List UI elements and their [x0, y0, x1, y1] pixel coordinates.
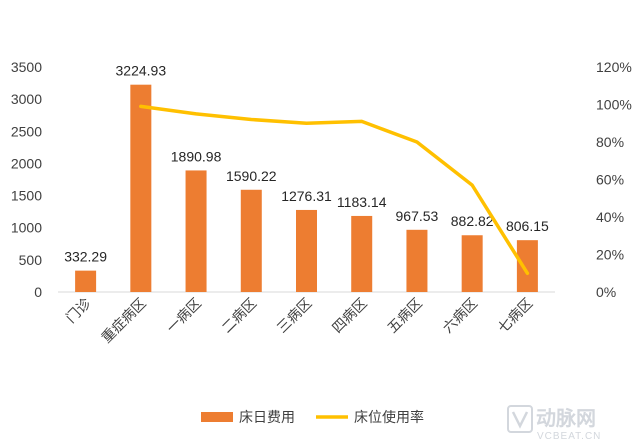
category-label: 四病区: [330, 296, 371, 337]
bar: [130, 84, 152, 292]
bar-data-label: 1890.98: [171, 148, 222, 164]
bar-data-label: 1183.14: [337, 194, 387, 210]
legend-label-line: 床位使用率: [354, 409, 424, 426]
bar: [351, 215, 373, 292]
line-series: [139, 104, 530, 275]
right-y-axis: 0% 20% 40% 60% 80% 100% 120%: [596, 59, 632, 300]
bar: [406, 229, 428, 292]
left-y-axis: 0 500 1000 1500 2000 2500 3000 3500: [11, 59, 42, 300]
category-label: 三病区: [274, 296, 315, 337]
bar-data-label: 806.15: [506, 218, 549, 234]
bar: [185, 170, 207, 292]
line-point: [194, 112, 198, 116]
left-tick-label: 500: [19, 252, 43, 268]
line-point: [139, 104, 143, 108]
watermark-subtext: VCBEAT.CN: [537, 431, 601, 442]
left-tick-label: 3500: [11, 59, 42, 75]
line-point: [525, 271, 529, 275]
line-point: [415, 140, 419, 144]
category-label: 二病区: [219, 296, 260, 337]
left-tick-label: 1500: [11, 188, 42, 204]
right-tick-label: 20%: [596, 247, 624, 263]
bar-data-label: 1590.22: [226, 168, 277, 184]
bar: [461, 235, 483, 292]
category-label: 六病区: [440, 296, 481, 337]
left-tick-label: 3000: [11, 91, 42, 107]
bar: [516, 240, 538, 292]
left-tick-label: 0: [34, 284, 42, 300]
bar: [296, 209, 317, 292]
left-tick-label: 2500: [11, 123, 42, 139]
right-tick-label: 0%: [596, 284, 616, 300]
right-tick-label: 60%: [596, 172, 624, 188]
right-tick-label: 40%: [596, 209, 624, 225]
category-label: 七病区: [495, 296, 536, 337]
watermark-logo: 动脉网 VCBEAT.CN: [507, 405, 601, 442]
bar-data-label: 967.53: [396, 208, 439, 224]
line-point: [305, 121, 308, 125]
bar: [240, 189, 262, 292]
left-tick-label: 2000: [11, 155, 42, 171]
x-axis-categories: 门诊 重症病区 一病区 二病区 三病区 四病区 五病区 六病区 七病区: [63, 296, 536, 347]
bar-data-label: 3224.93: [116, 63, 167, 79]
category-label: 门诊: [63, 296, 94, 327]
right-tick-label: 80%: [596, 134, 624, 150]
legend-label-bar: 床日费用: [239, 410, 295, 426]
line-path: [139, 104, 530, 275]
left-tick-label: 1000: [11, 220, 42, 236]
bar-data-label: 1276.31: [281, 188, 332, 204]
bar-data-label: 882.82: [451, 213, 494, 229]
category-label: 五病区: [385, 296, 426, 337]
line-point: [360, 119, 364, 123]
bar-data-label: 332.29: [64, 249, 107, 265]
right-tick-label: 100%: [596, 97, 632, 113]
bar-series: [75, 84, 538, 292]
category-label: 重症病区: [99, 296, 150, 347]
line-point: [470, 183, 474, 187]
line-point: [249, 118, 253, 121]
bar: [75, 270, 97, 292]
legend: 床日费用 床位使用率: [201, 409, 424, 426]
watermark-text: 动脉网: [536, 406, 596, 430]
legend-swatch-bar: [201, 412, 233, 422]
right-tick-label: 120%: [596, 59, 632, 75]
category-label: 一病区: [164, 296, 205, 337]
